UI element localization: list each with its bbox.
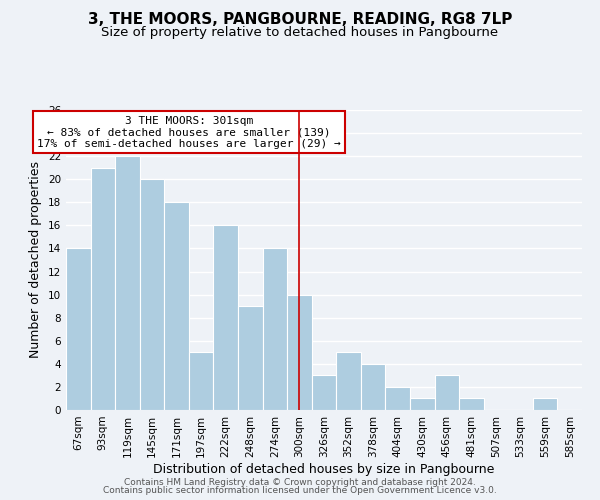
Text: Contains HM Land Registry data © Crown copyright and database right 2024.: Contains HM Land Registry data © Crown c… — [124, 478, 476, 487]
Bar — [164, 202, 189, 410]
Y-axis label: Number of detached properties: Number of detached properties — [29, 162, 43, 358]
Bar — [140, 179, 164, 410]
Bar — [66, 248, 91, 410]
Bar — [263, 248, 287, 410]
Text: 3 THE MOORS: 301sqm
← 83% of detached houses are smaller (139)
17% of semi-detac: 3 THE MOORS: 301sqm ← 83% of detached ho… — [37, 116, 341, 149]
Bar — [238, 306, 263, 410]
Bar — [459, 398, 484, 410]
Bar — [533, 398, 557, 410]
Bar — [361, 364, 385, 410]
Bar — [115, 156, 140, 410]
Bar — [312, 376, 336, 410]
Bar — [434, 376, 459, 410]
Text: Size of property relative to detached houses in Pangbourne: Size of property relative to detached ho… — [101, 26, 499, 39]
Bar — [410, 398, 434, 410]
Bar — [214, 226, 238, 410]
Text: Contains public sector information licensed under the Open Government Licence v3: Contains public sector information licen… — [103, 486, 497, 495]
Bar — [189, 352, 214, 410]
Bar — [287, 294, 312, 410]
Bar — [385, 387, 410, 410]
X-axis label: Distribution of detached houses by size in Pangbourne: Distribution of detached houses by size … — [154, 462, 494, 475]
Bar — [336, 352, 361, 410]
Bar — [91, 168, 115, 410]
Text: 3, THE MOORS, PANGBOURNE, READING, RG8 7LP: 3, THE MOORS, PANGBOURNE, READING, RG8 7… — [88, 12, 512, 28]
